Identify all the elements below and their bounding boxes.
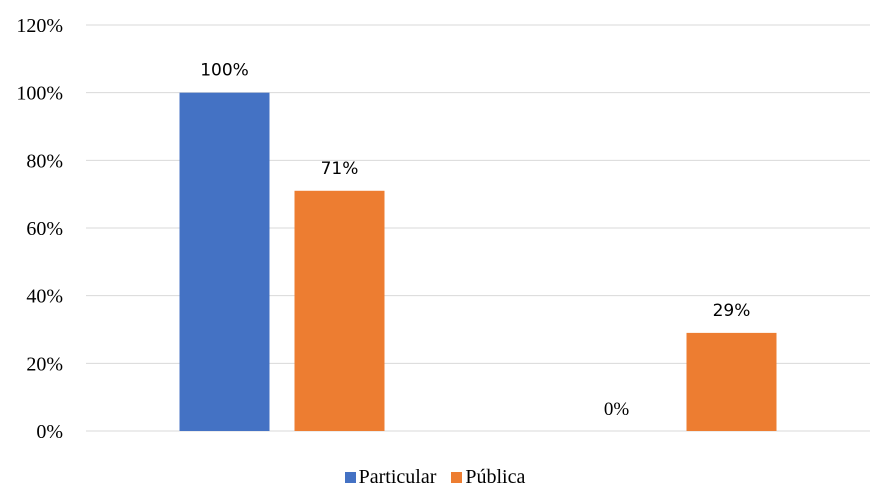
legend-item-particular: Particular bbox=[344, 466, 437, 489]
legend-label-particular: Particular bbox=[358, 466, 437, 488]
y-tick-label: 0% bbox=[36, 421, 63, 443]
y-tick-label: 100% bbox=[16, 83, 63, 105]
legend-item-publica: Pública bbox=[451, 466, 525, 489]
data-label: 71% bbox=[321, 159, 359, 179]
bar-publica-2 bbox=[686, 332, 777, 431]
y-tick-label: 80% bbox=[26, 150, 63, 172]
legend-swatch-particular bbox=[344, 472, 356, 483]
y-axis-tick-labels: 0% 20% 40% 60% 80% 100% 120% bbox=[16, 15, 63, 443]
data-labels: 100% 71% 0% 29% bbox=[200, 61, 750, 420]
y-tick-label: 40% bbox=[26, 286, 63, 308]
bar-particular-1 bbox=[179, 92, 270, 432]
legend-swatch-publica bbox=[451, 472, 463, 483]
bar-publica-1 bbox=[294, 190, 385, 431]
y-tick-label: 120% bbox=[16, 15, 63, 37]
data-label: 0% bbox=[604, 399, 630, 420]
y-tick-label: 20% bbox=[26, 353, 63, 375]
legend: Particular Pública bbox=[0, 466, 870, 489]
y-tick-label: 60% bbox=[26, 218, 63, 240]
data-label: 29% bbox=[713, 301, 751, 321]
data-label: 100% bbox=[200, 61, 249, 81]
legend-label-publica: Pública bbox=[465, 466, 526, 488]
bars bbox=[179, 92, 777, 432]
